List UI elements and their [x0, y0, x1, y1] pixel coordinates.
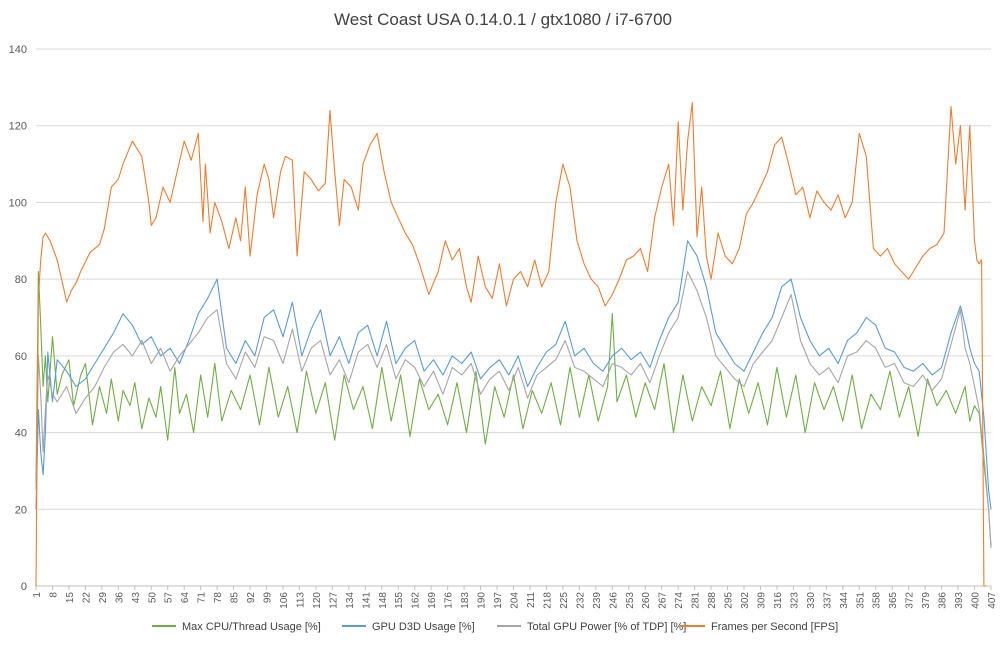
y-tick-label: 20 [15, 504, 27, 516]
x-tick-label: 232 [575, 592, 586, 609]
x-tick-label: 190 [477, 592, 488, 609]
x-tick-label: 323 [789, 592, 800, 609]
y-tick-label: 80 [15, 274, 27, 286]
x-tick-label: 407 [987, 592, 998, 609]
x-tick-label: 106 [279, 592, 290, 609]
legend-label: Max CPU/Thread Usage [%] [182, 621, 321, 633]
chart-title: West Coast USA 0.14.0.1 / gtx1080 / i7-6… [334, 10, 672, 29]
x-tick-label: 134 [345, 592, 356, 609]
x-tick-label: 197 [493, 592, 504, 609]
legend: Max CPU/Thread Usage [%] GPU D3D Usage [%… [0, 621, 1006, 641]
x-tick-label: 358 [872, 592, 883, 609]
x-tick-label: 1 [32, 592, 43, 598]
legend-item: Total GPU Power [% of TDP] [%] [497, 621, 686, 633]
series-line-2 [35, 270, 992, 548]
x-tick-label: 260 [641, 592, 652, 609]
x-tick-label: 36 [114, 592, 125, 604]
series-line-1 [35, 240, 992, 510]
legend-item: GPU D3D Usage [%] [342, 621, 475, 633]
legend-swatch [681, 625, 705, 628]
x-tick-label: 22 [81, 592, 92, 604]
y-tick-label: 40 [15, 428, 27, 440]
x-tick-label: 225 [559, 592, 570, 609]
x-tick-label: 211 [526, 592, 537, 608]
x-tick-label: 50 [147, 592, 158, 604]
x-tick-label: 120 [312, 592, 323, 609]
x-tick-label: 99 [263, 592, 274, 604]
x-tick-label: 337 [822, 592, 833, 609]
x-tick-label: 127 [328, 592, 339, 609]
x-tick-label: 253 [625, 592, 636, 609]
x-tick-label: 393 [954, 592, 965, 609]
x-tick-label: 400 [971, 592, 982, 609]
x-tick-label: 64 [180, 592, 191, 604]
x-tick-label: 302 [740, 592, 751, 609]
x-tick-label: 351 [855, 592, 866, 609]
x-tick-label: 141 [361, 592, 372, 609]
x-tick-label: 372 [905, 592, 916, 609]
y-tick-labels: 0 20 40 60 80 100 120 140 [9, 44, 27, 593]
x-tick-label: 92 [246, 592, 257, 604]
y-tick-label: 0 [21, 581, 27, 593]
legend-label: Frames per Second [FPS] [711, 621, 839, 633]
legend-label: GPU D3D Usage [%] [372, 621, 475, 633]
x-tick-labels: 1 8 15 22 29 36 43 50 57 64 71 78 85 92 99 106 113 120 127… [32, 592, 998, 609]
y-tick-label: 100 [9, 197, 27, 209]
x-tick-label: 246 [608, 592, 619, 609]
legend-swatch [497, 625, 521, 628]
series-line-0 [35, 270, 992, 548]
x-tick-label: 309 [756, 592, 767, 609]
x-tick-label: 239 [592, 592, 603, 609]
x-tick-label: 274 [674, 592, 685, 609]
x-tick-label: 204 [510, 592, 521, 609]
x-tick-label: 15 [65, 592, 76, 604]
y-tick-label: 120 [9, 121, 27, 133]
x-tick-label: 162 [411, 592, 422, 609]
x-tick-label: 176 [444, 592, 455, 609]
x-tick-label: 57 [164, 592, 175, 604]
series-lines [35, 102, 992, 587]
x-tick-label: 43 [131, 592, 142, 604]
x-tick-label: 295 [724, 592, 735, 609]
x-tick-label: 148 [378, 592, 389, 609]
y-tick-label: 60 [15, 351, 27, 363]
x-tick-label: 8 [48, 592, 59, 598]
axes [35, 585, 992, 590]
legend-item: Frames per Second [FPS] [681, 621, 838, 633]
y-tick-label: 140 [9, 44, 27, 56]
x-tick-label: 386 [938, 592, 949, 609]
x-tick-label: 281 [691, 592, 702, 609]
x-tick-label: 379 [921, 592, 932, 609]
x-tick-label: 267 [658, 592, 669, 609]
legend-swatch [152, 625, 176, 628]
x-tick-label: 365 [888, 592, 899, 609]
x-tick-label: 218 [542, 592, 553, 609]
legend-item: Max CPU/Thread Usage [%] [152, 621, 321, 633]
x-tick-label: 85 [230, 592, 241, 604]
series-line-3 [35, 102, 987, 587]
legend-swatch [342, 625, 366, 628]
x-tick-label: 78 [213, 592, 224, 604]
x-tick-label: 330 [806, 592, 817, 609]
x-tick-label: 113 [295, 592, 306, 608]
x-tick-label: 183 [460, 592, 471, 609]
x-tick-label: 29 [98, 592, 109, 604]
legend-label: Total GPU Power [% of TDP] [%] [527, 621, 687, 633]
x-tick-label: 288 [707, 592, 718, 609]
x-tick-label: 344 [839, 592, 850, 609]
x-tick-label: 316 [773, 592, 784, 609]
x-tick-label: 155 [394, 592, 405, 609]
x-tick-label: 169 [427, 592, 438, 609]
x-tick-label: 71 [197, 592, 208, 604]
